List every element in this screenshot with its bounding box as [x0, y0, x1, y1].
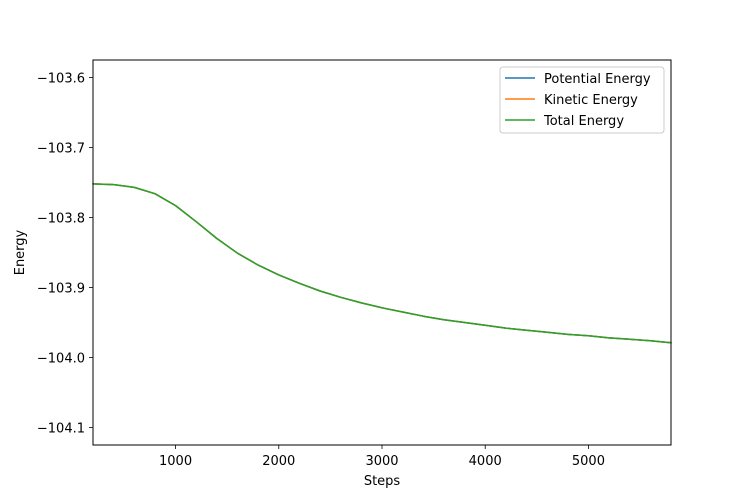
legend-label-total-energy: Total Energy	[543, 114, 624, 129]
series-line-total-energy	[92, 183, 672, 344]
x-axis: 1000 2000 3000 4000 5000	[159, 445, 605, 469]
x-tick-label: 1000	[159, 454, 192, 469]
legend: Potential Energy Kinetic Energy Total En…	[499, 66, 665, 134]
y-tick-label: −104.1	[37, 422, 85, 437]
series-layer	[92, 183, 672, 344]
y-tick-label: −103.7	[37, 142, 85, 157]
legend-box	[499, 66, 665, 134]
legend-label-potential-energy: Potential Energy	[544, 72, 651, 87]
y-axis-label: Energy	[13, 229, 28, 275]
x-tick-label: 2000	[262, 454, 295, 469]
y-tick-label: −104.0	[37, 352, 85, 367]
legend-label-kinetic-energy: Kinetic Energy	[544, 93, 638, 108]
y-axis: −103.6 −103.7 −103.8 −103.9 −104.0 −104.1	[37, 72, 93, 437]
x-tick-label: 3000	[365, 454, 398, 469]
y-tick-label: −103.6	[37, 72, 85, 87]
x-tick-label: 5000	[572, 454, 605, 469]
x-axis-label: Steps	[364, 474, 401, 489]
y-tick-label: −103.8	[37, 212, 85, 227]
x-tick-label: 4000	[469, 454, 502, 469]
y-tick-label: −103.9	[37, 282, 85, 297]
